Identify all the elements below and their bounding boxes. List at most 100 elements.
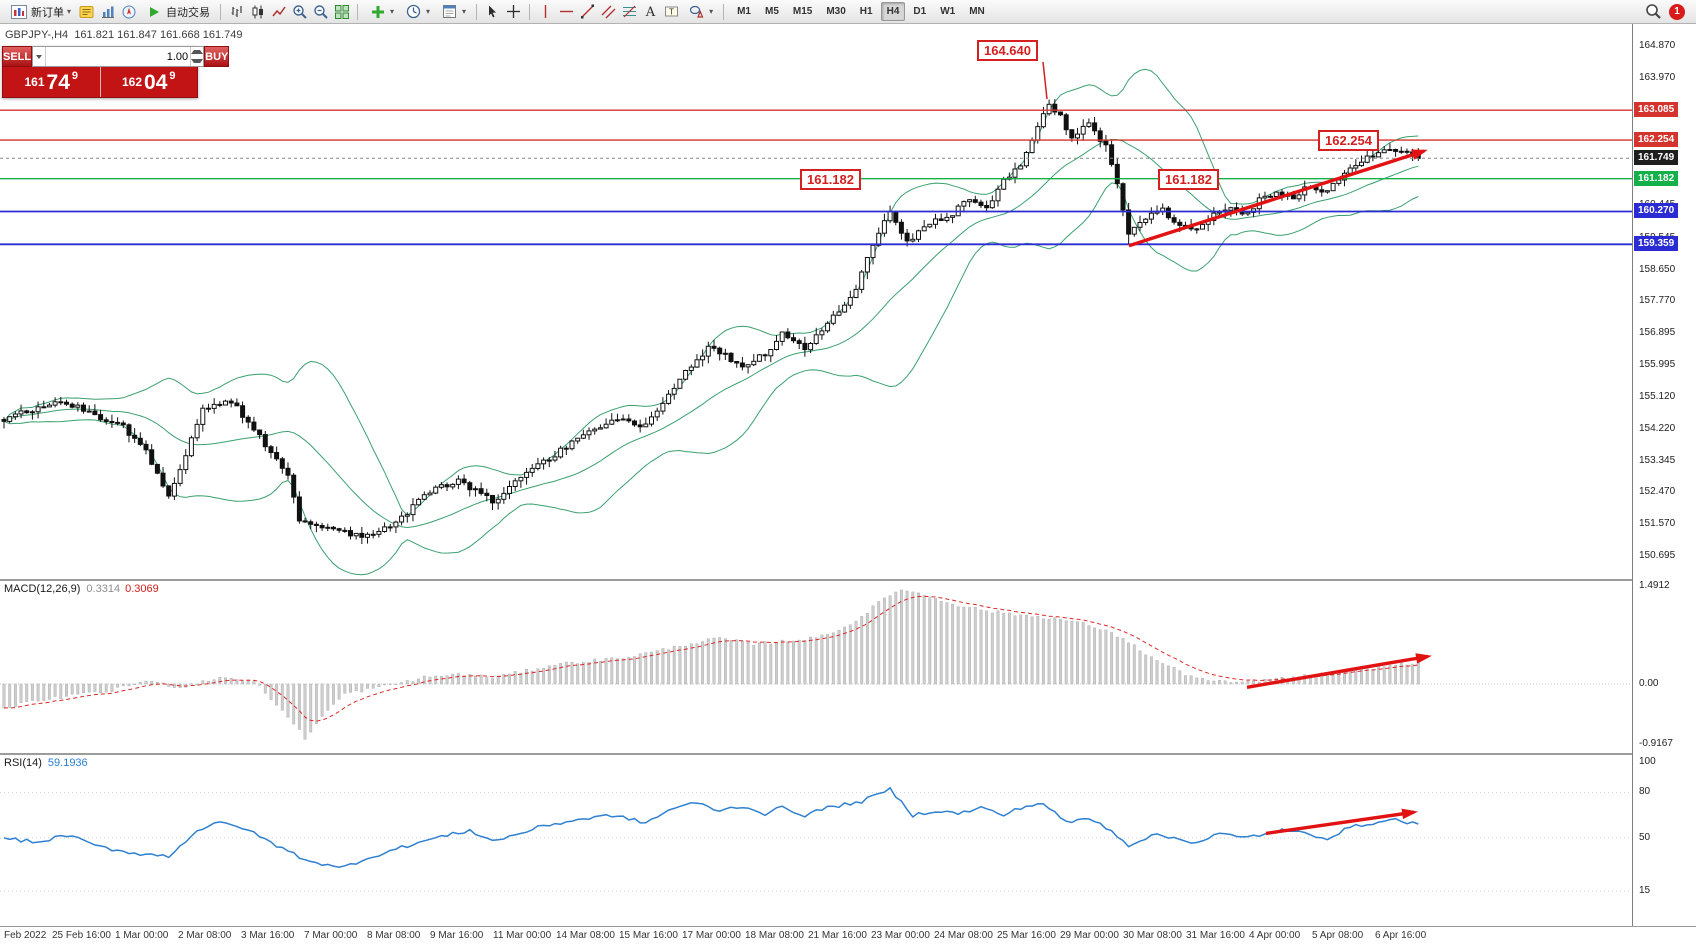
volume-decrease-button[interactable] (191, 57, 204, 67)
buy-price-prefix: 162 (121, 75, 143, 89)
panel-divider[interactable] (0, 579, 1696, 581)
symbol-period-label: GBPJPY-,H4 (5, 29, 69, 41)
timeframe-w1-button[interactable]: W1 (940, 6, 956, 17)
bar-chart-type-icon[interactable] (227, 2, 246, 21)
cursor-icon[interactable] (483, 2, 502, 21)
volume-dropdown-icon[interactable] (33, 47, 47, 66)
price-axis[interactable]: 164.870163.970160.445159.545158.650157.7… (1632, 24, 1696, 926)
candlestick-chart-type-icon[interactable] (248, 2, 267, 21)
price-tick-155.995: 155.995 (1639, 359, 1676, 370)
text-label-icon[interactable]: T (662, 2, 681, 21)
search-icon[interactable] (1644, 2, 1663, 21)
zoom-out-icon[interactable] (311, 2, 330, 21)
macd-panel-plot[interactable] (0, 581, 1632, 753)
timeframe-mn-button[interactable]: MN (969, 6, 985, 17)
toolbar-separator (357, 3, 359, 20)
price-divider (99, 67, 101, 97)
panel-divider[interactable] (0, 753, 1696, 755)
volume-box (32, 46, 205, 67)
bollinger-lower-band (3, 182, 1419, 576)
time-label: 18 Mar 08:00 (745, 930, 804, 941)
time-label: Feb 2022 (4, 930, 47, 941)
macd-main-value: 0.3314 (86, 583, 121, 595)
macd-signal-line (3, 595, 1419, 722)
rsi-tick-100: 100 (1639, 756, 1656, 767)
caret-icon: ▾ (462, 6, 467, 16)
fibonacci-icon[interactable] (620, 2, 639, 21)
rsi-tick-15: 15 (1639, 885, 1651, 896)
timeframe-h4-button[interactable]: H4 (880, 2, 906, 21)
navigator-icon[interactable] (119, 2, 138, 21)
timeframe-d1-button[interactable]: D1 (913, 6, 927, 17)
macd-trend-arrow[interactable] (1246, 653, 1432, 689)
templates-button[interactable]: ▾ (436, 0, 470, 23)
trendline-icon[interactable] (578, 2, 597, 21)
vertical-line-icon[interactable] (536, 2, 555, 21)
line-chart-type-icon[interactable] (269, 2, 288, 21)
time-label: 7 Mar 00:00 (304, 930, 358, 941)
price-tick-154.220: 154.220 (1639, 423, 1676, 434)
buy-button[interactable]: BUY (204, 46, 230, 67)
time-label: 3 Mar 16:00 (241, 930, 295, 941)
shapes-icon (687, 2, 706, 21)
market-watch-icon[interactable] (77, 2, 96, 21)
indicators-button[interactable]: ▾ (364, 0, 398, 23)
price-callout-162.254[interactable]: 162.254 (1318, 130, 1379, 151)
shapes-button[interactable]: ▾ (683, 0, 717, 23)
volume-input[interactable] (46, 47, 191, 66)
tile-windows-icon[interactable] (332, 2, 351, 21)
sell-price-sup: 9 (71, 70, 78, 82)
timeframe-m1-button[interactable]: M1 (737, 6, 751, 17)
horizontal-line-icon[interactable] (557, 2, 576, 21)
rsi-name: RSI(14) (4, 757, 42, 769)
time-label: 2 Mar 08:00 (178, 930, 232, 941)
data-window-icon[interactable] (98, 2, 117, 21)
new-order-icon (9, 2, 28, 21)
sell-price-display[interactable]: 161 74 9 (3, 67, 100, 97)
channel-icon[interactable] (599, 2, 618, 21)
macd-tick--0.9167: -0.9167 (1639, 738, 1673, 749)
main-chart-plot[interactable] (0, 24, 1632, 579)
rsi-trend-arrow[interactable] (1265, 808, 1418, 836)
time-label: 21 Mar 16:00 (808, 930, 867, 941)
caret-icon: ▾ (67, 6, 72, 16)
new-order-button[interactable]: 新订单 ▾ (5, 0, 75, 23)
price-tick-150.695: 150.695 (1639, 550, 1676, 561)
buy-price-display[interactable]: 162 04 9 (101, 67, 198, 97)
time-axis[interactable]: Feb 2022 25 Feb 16:00 1 Mar 00:00 2 Mar 08:… (0, 926, 1696, 944)
price-callout-161.182[interactable]: 161.182 (800, 169, 861, 190)
macd-signal-value: 0.3069 (125, 583, 159, 595)
sell-price-prefix: 161 (24, 75, 45, 89)
rsi-panel-plot[interactable] (0, 755, 1632, 926)
svg-text:T: T (669, 8, 674, 17)
time-label: 23 Mar 00:00 (871, 930, 930, 941)
timeframes-button[interactable]: ▾ (400, 0, 434, 23)
text-icon[interactable]: A (641, 2, 660, 21)
timeframe-h1-button[interactable]: H1 (859, 6, 873, 17)
candlesticks-series[interactable] (1, 99, 1421, 544)
zoom-in-icon[interactable] (290, 2, 309, 21)
macd-indicator-label: MACD(12,26,9) 0.3314 0.3069 (4, 583, 159, 595)
sell-button[interactable]: SELL (2, 46, 33, 67)
crosshair-icon[interactable] (504, 2, 523, 21)
auto-trading-icon (144, 2, 163, 21)
volume-stepper (190, 47, 204, 67)
timeframe-button-group: M1 M5 M15 M30 H1 H4 D1 W1 MN (730, 2, 992, 21)
price-callout-161.182[interactable]: 161.182 (1158, 169, 1219, 190)
auto-trading-button[interactable]: 自动交易 (140, 0, 214, 23)
notification-badge[interactable]: 1 (1669, 3, 1685, 20)
time-label: 11 Mar 00:00 (493, 930, 552, 941)
price-trend-arrow[interactable] (1128, 149, 1428, 248)
time-label: 17 Mar 00:00 (682, 930, 741, 941)
buy-price-big: 04 (144, 70, 168, 94)
timeframe-m30-button[interactable]: M30 (826, 6, 846, 17)
time-label: 29 Mar 00:00 (1060, 930, 1119, 941)
price-callout-164.640[interactable]: 164.640 (977, 40, 1038, 61)
rsi-value: 59.1936 (47, 757, 88, 769)
macd-histogram (2, 589, 1420, 740)
volume-increase-button[interactable] (191, 47, 204, 57)
time-label: 4 Apr 00:00 (1249, 930, 1301, 941)
timeframe-m5-button[interactable]: M5 (764, 6, 779, 17)
timeframe-m15-button[interactable]: M15 (792, 6, 813, 17)
